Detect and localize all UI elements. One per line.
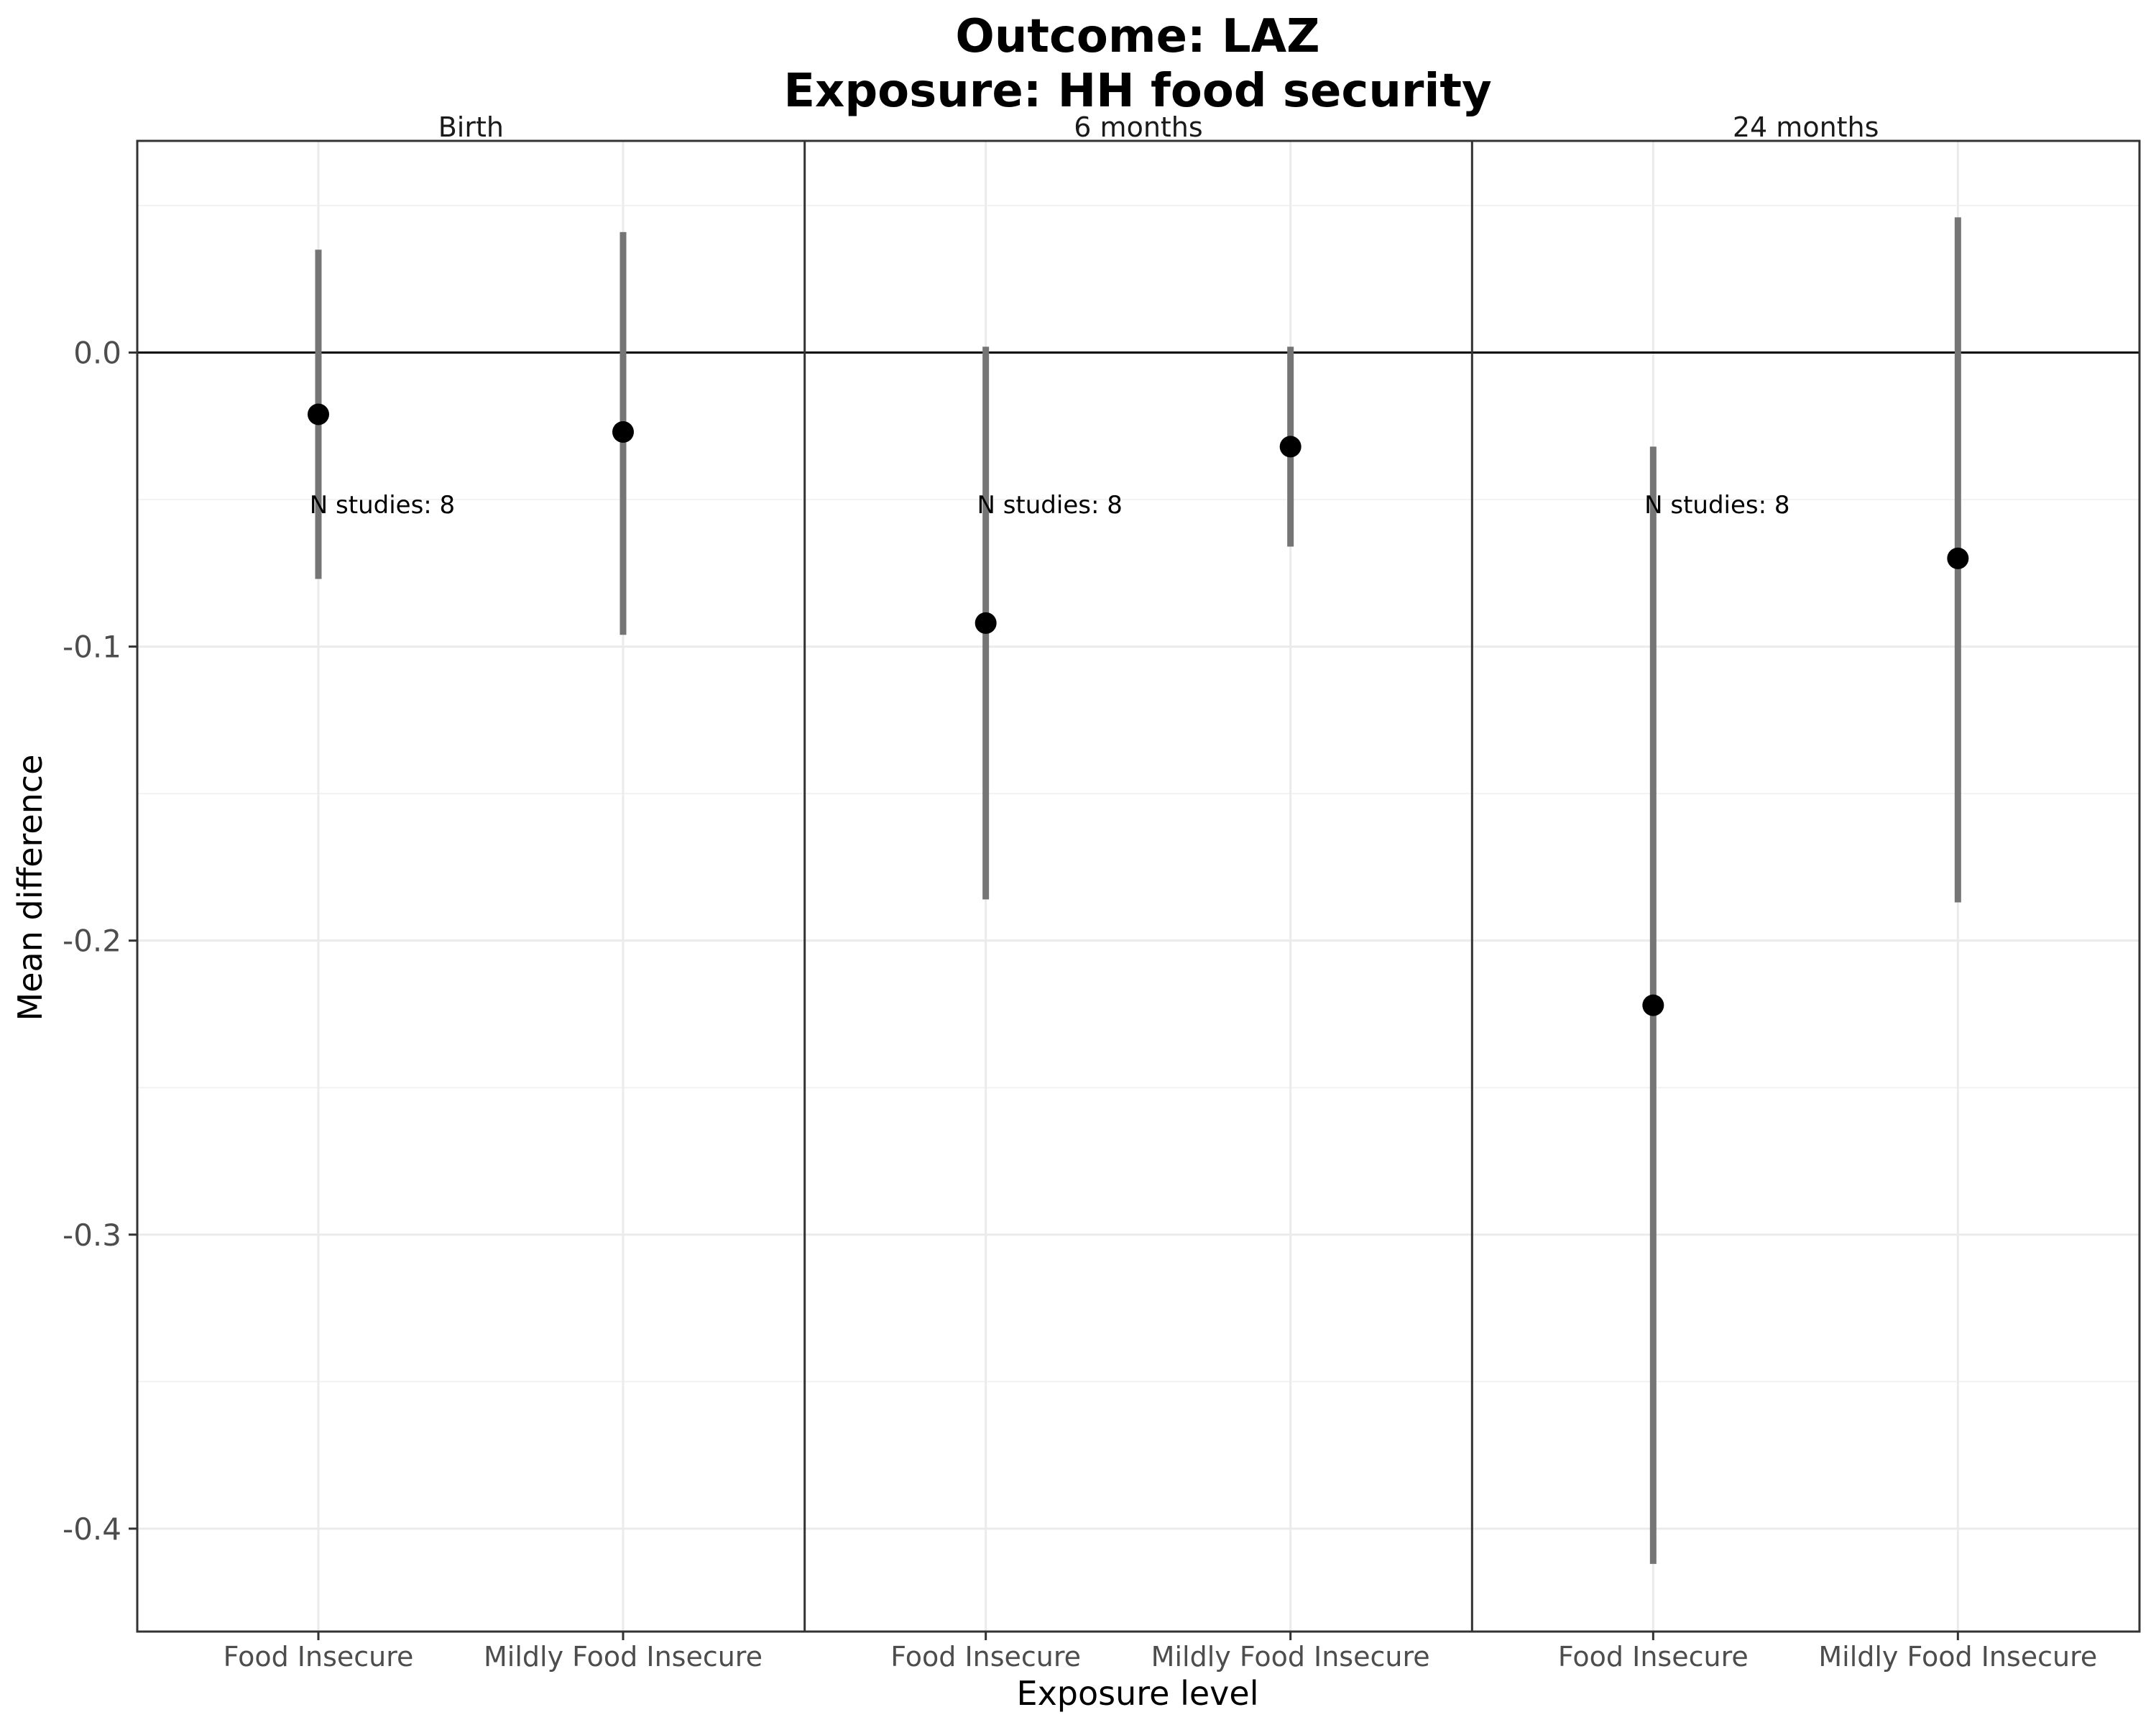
y-tick-label: 0.0 bbox=[73, 336, 121, 371]
y-tick-label: -0.3 bbox=[63, 1218, 121, 1253]
x-tick-label: Mildly Food Insecure bbox=[1818, 1641, 2097, 1673]
chart-title: Outcome: LAZ bbox=[955, 10, 1319, 63]
x-tick-label: Food Insecure bbox=[224, 1641, 414, 1673]
data-point bbox=[612, 420, 634, 443]
x-tick-label: Mildly Food Insecure bbox=[1151, 1641, 1430, 1673]
panel-label-birth: Birth bbox=[438, 111, 504, 143]
x-tick-label: Mildly Food Insecure bbox=[484, 1641, 763, 1673]
y-tick-label: -0.1 bbox=[63, 630, 121, 665]
annotation-n-studies: N studies: 8 bbox=[310, 491, 455, 520]
x-tick-label: Food Insecure bbox=[890, 1641, 1081, 1673]
panel-label-24-months: 24 months bbox=[1733, 111, 1879, 143]
x-tick-label: Food Insecure bbox=[1558, 1641, 1749, 1673]
y-axis-title: Mean difference bbox=[11, 755, 50, 1021]
data-point bbox=[1642, 994, 1664, 1016]
y-tick-label: -0.4 bbox=[63, 1512, 121, 1547]
data-point bbox=[1279, 436, 1302, 458]
panel-label-6-months: 6 months bbox=[1074, 111, 1202, 143]
y-tick-label: -0.2 bbox=[63, 924, 121, 959]
plot-area: Birth N studies: 8 Food Insecure Mildly Foo… bbox=[63, 111, 2141, 1673]
plot-border bbox=[136, 139, 2141, 1633]
chart-subtitle: Exposure: HH food security bbox=[783, 65, 1491, 118]
annotation-n-studies: N studies: 8 bbox=[1644, 491, 1789, 520]
data-point bbox=[308, 403, 329, 426]
data-point bbox=[975, 612, 997, 634]
x-axis-title: Exposure level bbox=[1017, 1674, 1259, 1713]
data-point bbox=[1947, 547, 1969, 569]
annotation-n-studies: N studies: 8 bbox=[977, 491, 1122, 520]
